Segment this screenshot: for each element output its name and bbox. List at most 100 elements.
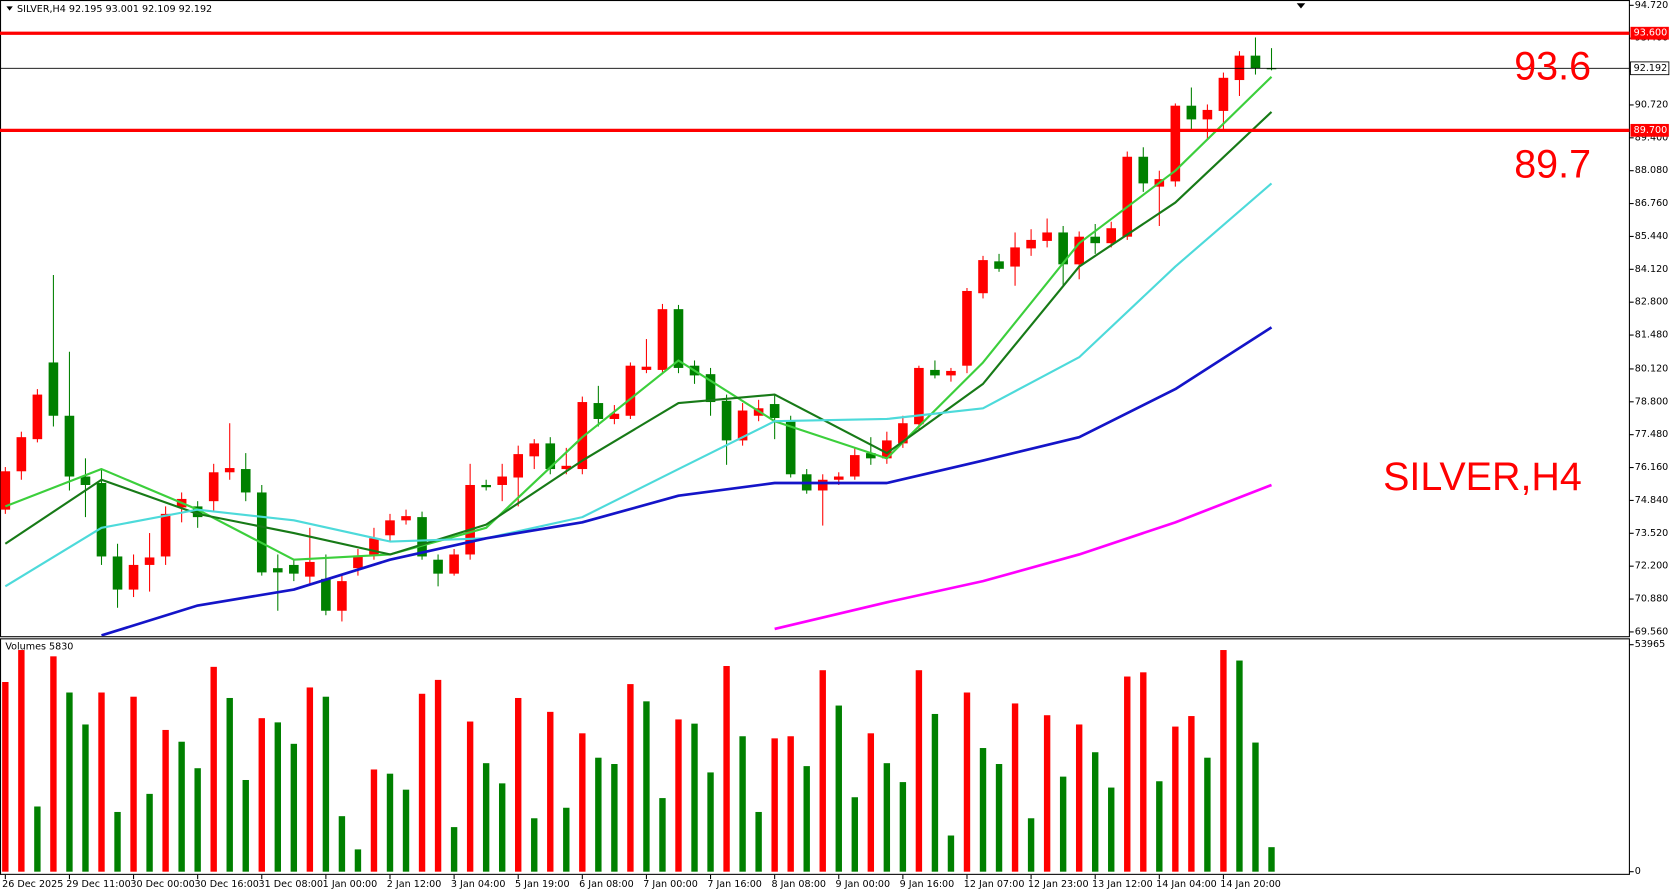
y-tick-label: 94.720: [1635, 0, 1669, 11]
y-tick-label: 82.800: [1635, 297, 1669, 308]
candle-body: [1186, 105, 1197, 120]
volume-bar: [1204, 757, 1211, 872]
candle-body: [385, 520, 395, 536]
volume-bar: [1075, 724, 1083, 872]
volume-bar: [1140, 672, 1147, 872]
volume-bar: [947, 835, 955, 872]
level-label: 93.6: [1514, 45, 1591, 89]
volume-bar: [1188, 716, 1195, 872]
volume-bar: [370, 769, 378, 872]
y-tick-label: 73.520: [1635, 528, 1669, 539]
candle-body: [321, 578, 331, 611]
volume-bar: [1011, 703, 1019, 872]
candle-body: [1266, 68, 1277, 70]
x-tick-label: 2 Jan 12:00: [387, 879, 442, 890]
candle-body: [673, 309, 684, 368]
volume-bar: [995, 764, 1003, 872]
shift-marker: [1296, 3, 1306, 9]
y-tick-label: 81.480: [1635, 330, 1669, 341]
candle-body: [833, 476, 844, 480]
volume-bar: [1156, 781, 1163, 872]
y-tick-label: 90.720: [1635, 99, 1669, 110]
candle-body: [978, 260, 988, 294]
volume-bar: [210, 666, 217, 872]
candle-body: [785, 421, 796, 475]
volume-bar: [434, 679, 442, 872]
volume-bar: [66, 692, 73, 872]
candle-body: [561, 465, 572, 470]
x-tick-label: 30 Dec 00:00: [130, 879, 194, 890]
moving-average: [101, 326, 1273, 637]
volume-bar: [386, 773, 394, 872]
candle-body: [337, 581, 347, 611]
volume-bar: [450, 827, 458, 872]
current-price-label: 92.192: [1634, 63, 1668, 74]
candle-body: [1234, 55, 1245, 81]
candle-body: [449, 554, 459, 574]
candle-body: [16, 437, 27, 472]
y-tick-label: 84.120: [1635, 264, 1669, 275]
x-tick-label: 9 Jan 16:00: [900, 879, 955, 890]
volume-bar: [963, 692, 971, 872]
volume-bar: [162, 729, 169, 872]
volume-bar: [82, 724, 89, 872]
x-tick-label: 8 Jan 08:00: [771, 879, 826, 890]
volume-bar: [402, 789, 410, 872]
symbol-label: SILVER,H4: [1383, 455, 1582, 499]
x-tick-label: 26 Dec 2025: [2, 879, 63, 890]
volume-bar: [611, 764, 618, 872]
volume-bar: [466, 721, 474, 872]
x-tick-label: 12 Jan 23:00: [1028, 879, 1089, 890]
x-tick-label: 9 Jan 00:00: [836, 879, 891, 890]
candle-body: [849, 455, 860, 477]
volume-bar: [691, 723, 698, 872]
volume-bar: [547, 711, 554, 872]
volume-bar: [883, 763, 891, 872]
volume-bar: [771, 738, 778, 872]
x-tick-label: 3 Jan 04:00: [451, 879, 506, 890]
candle-body: [882, 440, 892, 459]
volume-bar: [1043, 715, 1051, 872]
y-tick-label: 77.480: [1635, 429, 1669, 440]
x-tick-label: 7 Jan 00:00: [643, 879, 698, 890]
candle-body: [545, 443, 556, 470]
candle-body: [1138, 156, 1149, 184]
candle-body: [898, 423, 908, 444]
candle-body: [273, 568, 283, 573]
candle-body: [593, 403, 604, 419]
candle-body: [1170, 105, 1181, 182]
candle-body: [625, 365, 636, 416]
x-tick-label: 14 Jan 20:00: [1220, 879, 1281, 890]
candle-body: [817, 479, 828, 491]
candle-body: [224, 468, 235, 473]
volume-bar: [803, 766, 810, 872]
volume-title: Volumes 5830: [5, 641, 73, 652]
candle-body: [1074, 236, 1084, 265]
volume-bar: [98, 692, 105, 872]
moving-average: [4, 111, 1273, 556]
candle-body: [465, 484, 475, 555]
x-tick-label: 14 Jan 04:00: [1156, 879, 1217, 890]
volume-panel-border: [0, 638, 1630, 875]
volume-tick-label: 53965: [1635, 639, 1665, 650]
volume-bar: [338, 816, 346, 872]
y-tick-label: 88.080: [1635, 165, 1669, 176]
candle-body: [657, 309, 668, 370]
candle-body: [994, 261, 1004, 269]
candle-body: [369, 538, 379, 555]
volume-bar: [627, 684, 634, 872]
candle-body: [433, 559, 443, 574]
candle-body: [1202, 109, 1213, 120]
volume-bar: [34, 806, 41, 872]
candle-body: [609, 413, 620, 419]
candle-body: [737, 410, 748, 441]
volume-tick-label: 0: [1635, 866, 1641, 877]
y-tick-label: 72.200: [1635, 561, 1669, 572]
candle-body: [112, 556, 123, 590]
volume-bar: [146, 793, 153, 872]
candle-body: [721, 400, 732, 441]
y-tick-label: 74.840: [1635, 495, 1669, 506]
y-tick-label: 78.800: [1635, 396, 1669, 407]
